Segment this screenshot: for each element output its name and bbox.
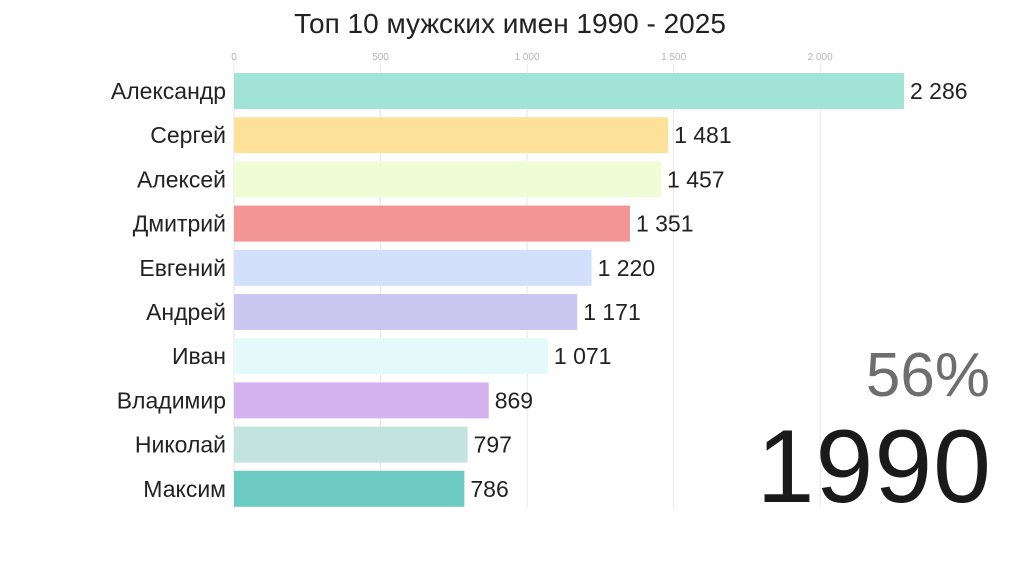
- bar: [234, 161, 662, 198]
- value-label: 869: [495, 387, 533, 413]
- bar: [234, 382, 489, 419]
- bar: [234, 294, 578, 330]
- value-label: 786: [470, 476, 508, 502]
- value-label: 1 071: [554, 343, 612, 369]
- category-label: Евгений: [139, 255, 226, 281]
- category-label: Николай: [135, 432, 226, 458]
- x-tick-label: 2 000: [808, 52, 833, 63]
- year-counter: 1990: [756, 409, 992, 525]
- category-label: Андрей: [146, 299, 226, 325]
- category-label: Сергей: [150, 122, 226, 148]
- bar: [234, 426, 468, 463]
- bar: [234, 73, 904, 109]
- x-axis-ticks: 0 500 1 000 1 500 2 000: [231, 52, 833, 63]
- x-tick-label: 1 000: [515, 52, 540, 63]
- x-tick-label: 0: [231, 52, 237, 63]
- category-label: Дмитрий: [133, 211, 226, 237]
- bars: [234, 73, 904, 507]
- bar: [234, 117, 669, 154]
- bar: [234, 205, 630, 242]
- value-label: 1 457: [667, 166, 725, 192]
- category-label: Александр: [111, 78, 226, 104]
- bar-labels: Александр 2 286 Сергей 1 481 Алексей 1 457 Дми…: [111, 78, 968, 502]
- bar: [234, 338, 548, 375]
- x-tick-label: 1 500: [661, 52, 686, 63]
- x-tick-label: 500: [372, 52, 389, 63]
- value-label: 1 220: [598, 255, 656, 281]
- category-label: Иван: [172, 343, 226, 369]
- bar: [234, 470, 465, 507]
- value-label: 1 481: [674, 122, 732, 148]
- category-label: Максим: [143, 476, 226, 502]
- category-label: Алексей: [137, 166, 226, 192]
- value-label: 1 351: [636, 211, 694, 237]
- value-label: 1 171: [583, 299, 641, 325]
- bar: [234, 249, 592, 286]
- chart-title: Топ 10 мужских имен 1990 - 2025: [294, 8, 726, 39]
- value-label: 797: [474, 432, 512, 458]
- category-label: Владимир: [117, 387, 226, 413]
- progress-percent: 56%: [865, 341, 990, 410]
- value-label: 2 286: [910, 78, 968, 104]
